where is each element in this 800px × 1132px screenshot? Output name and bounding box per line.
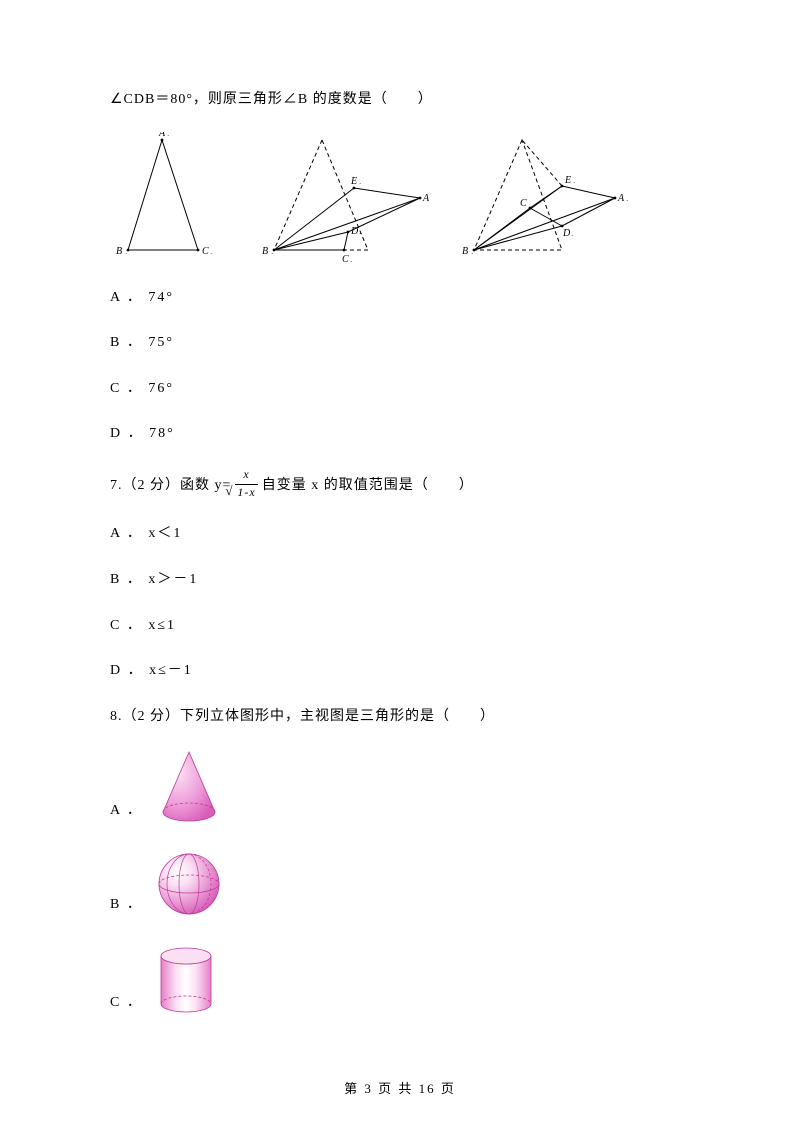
svg-text:·: ·	[359, 230, 361, 238]
q7-option-d[interactable]: D ． x≤－1	[110, 661, 690, 681]
svg-text:·: ·	[626, 197, 628, 205]
q7-numerator: x	[243, 467, 249, 481]
svg-text:B: B	[262, 246, 268, 257]
q7-prefix: 7.（2 分）函数 y=	[110, 476, 231, 496]
svg-text:B: B	[462, 246, 468, 257]
sphere-icon	[153, 848, 225, 920]
svg-text:A: A	[617, 193, 625, 204]
svg-text:A: A	[422, 193, 430, 204]
q6-option-c[interactable]: C ． 76°	[110, 379, 690, 399]
cone-icon	[153, 748, 225, 826]
q7-suffix: 自变量 x 的取值范围是（ ）	[262, 476, 474, 496]
svg-text:A: A	[158, 132, 166, 139]
svg-text:·: ·	[271, 250, 273, 258]
q8-label-c: C ．	[110, 993, 143, 1013]
q8-label-b: B ．	[110, 895, 143, 915]
q8-text: 8.（2 分）下列立体图形中，主视图是三角形的是（ ）	[110, 707, 690, 727]
svg-text:·: ·	[210, 250, 212, 258]
q6-diagram-2: B·C·A·E·D·	[260, 132, 430, 262]
q6-option-d[interactable]: D ． 78°	[110, 424, 690, 444]
q6-continuation: ∠CDB＝80°，则原三角形∠B 的度数是（ ）	[110, 90, 690, 110]
svg-text:·: ·	[125, 250, 127, 258]
q8-option-a[interactable]: A ．	[110, 748, 690, 826]
svg-text:E: E	[350, 176, 357, 187]
svg-text:C: C	[202, 246, 209, 257]
q6-option-b[interactable]: B ． 75°	[110, 333, 690, 353]
svg-text:C: C	[520, 198, 527, 209]
svg-text:·: ·	[571, 232, 573, 240]
q7-formula: x 1-x	[235, 468, 257, 500]
q8-option-b[interactable]: B ．	[110, 848, 690, 920]
svg-text:D: D	[350, 226, 359, 237]
svg-text:·: ·	[359, 180, 361, 188]
q7-option-a[interactable]: A ． x＜1	[110, 524, 690, 544]
svg-text:C: C	[342, 254, 349, 262]
q7-option-b[interactable]: B ． x＞－1	[110, 570, 690, 590]
svg-text:·: ·	[167, 132, 169, 140]
svg-text:E: E	[564, 175, 571, 186]
page-footer: 第 3 页 共 16 页	[0, 1080, 800, 1098]
q6-diagrams: A·B·C· B·C·A·E·D· B·CA·E·D·	[110, 132, 690, 262]
q7-radicand: 1-x	[235, 484, 257, 499]
q6-diagram-3: B·CA·E·D·	[460, 132, 630, 262]
q7-text: 7.（2 分）函数 y= x 1-x 自变量 x 的取值范围是（ ）	[110, 470, 690, 502]
svg-text:B: B	[116, 246, 122, 257]
svg-text:D: D	[562, 228, 571, 239]
q6-diagram-1: A·B·C·	[110, 132, 230, 262]
q7-option-c[interactable]: C ． x≤1	[110, 616, 690, 636]
svg-text:·: ·	[573, 179, 575, 187]
q8-option-c[interactable]: C ．	[110, 942, 690, 1018]
q6-option-a[interactable]: A ． 74°	[110, 288, 690, 308]
svg-text:·: ·	[471, 250, 473, 258]
q8-label-a: A ．	[110, 801, 143, 821]
cylinder-icon	[153, 942, 219, 1018]
svg-text:·: ·	[350, 258, 352, 262]
